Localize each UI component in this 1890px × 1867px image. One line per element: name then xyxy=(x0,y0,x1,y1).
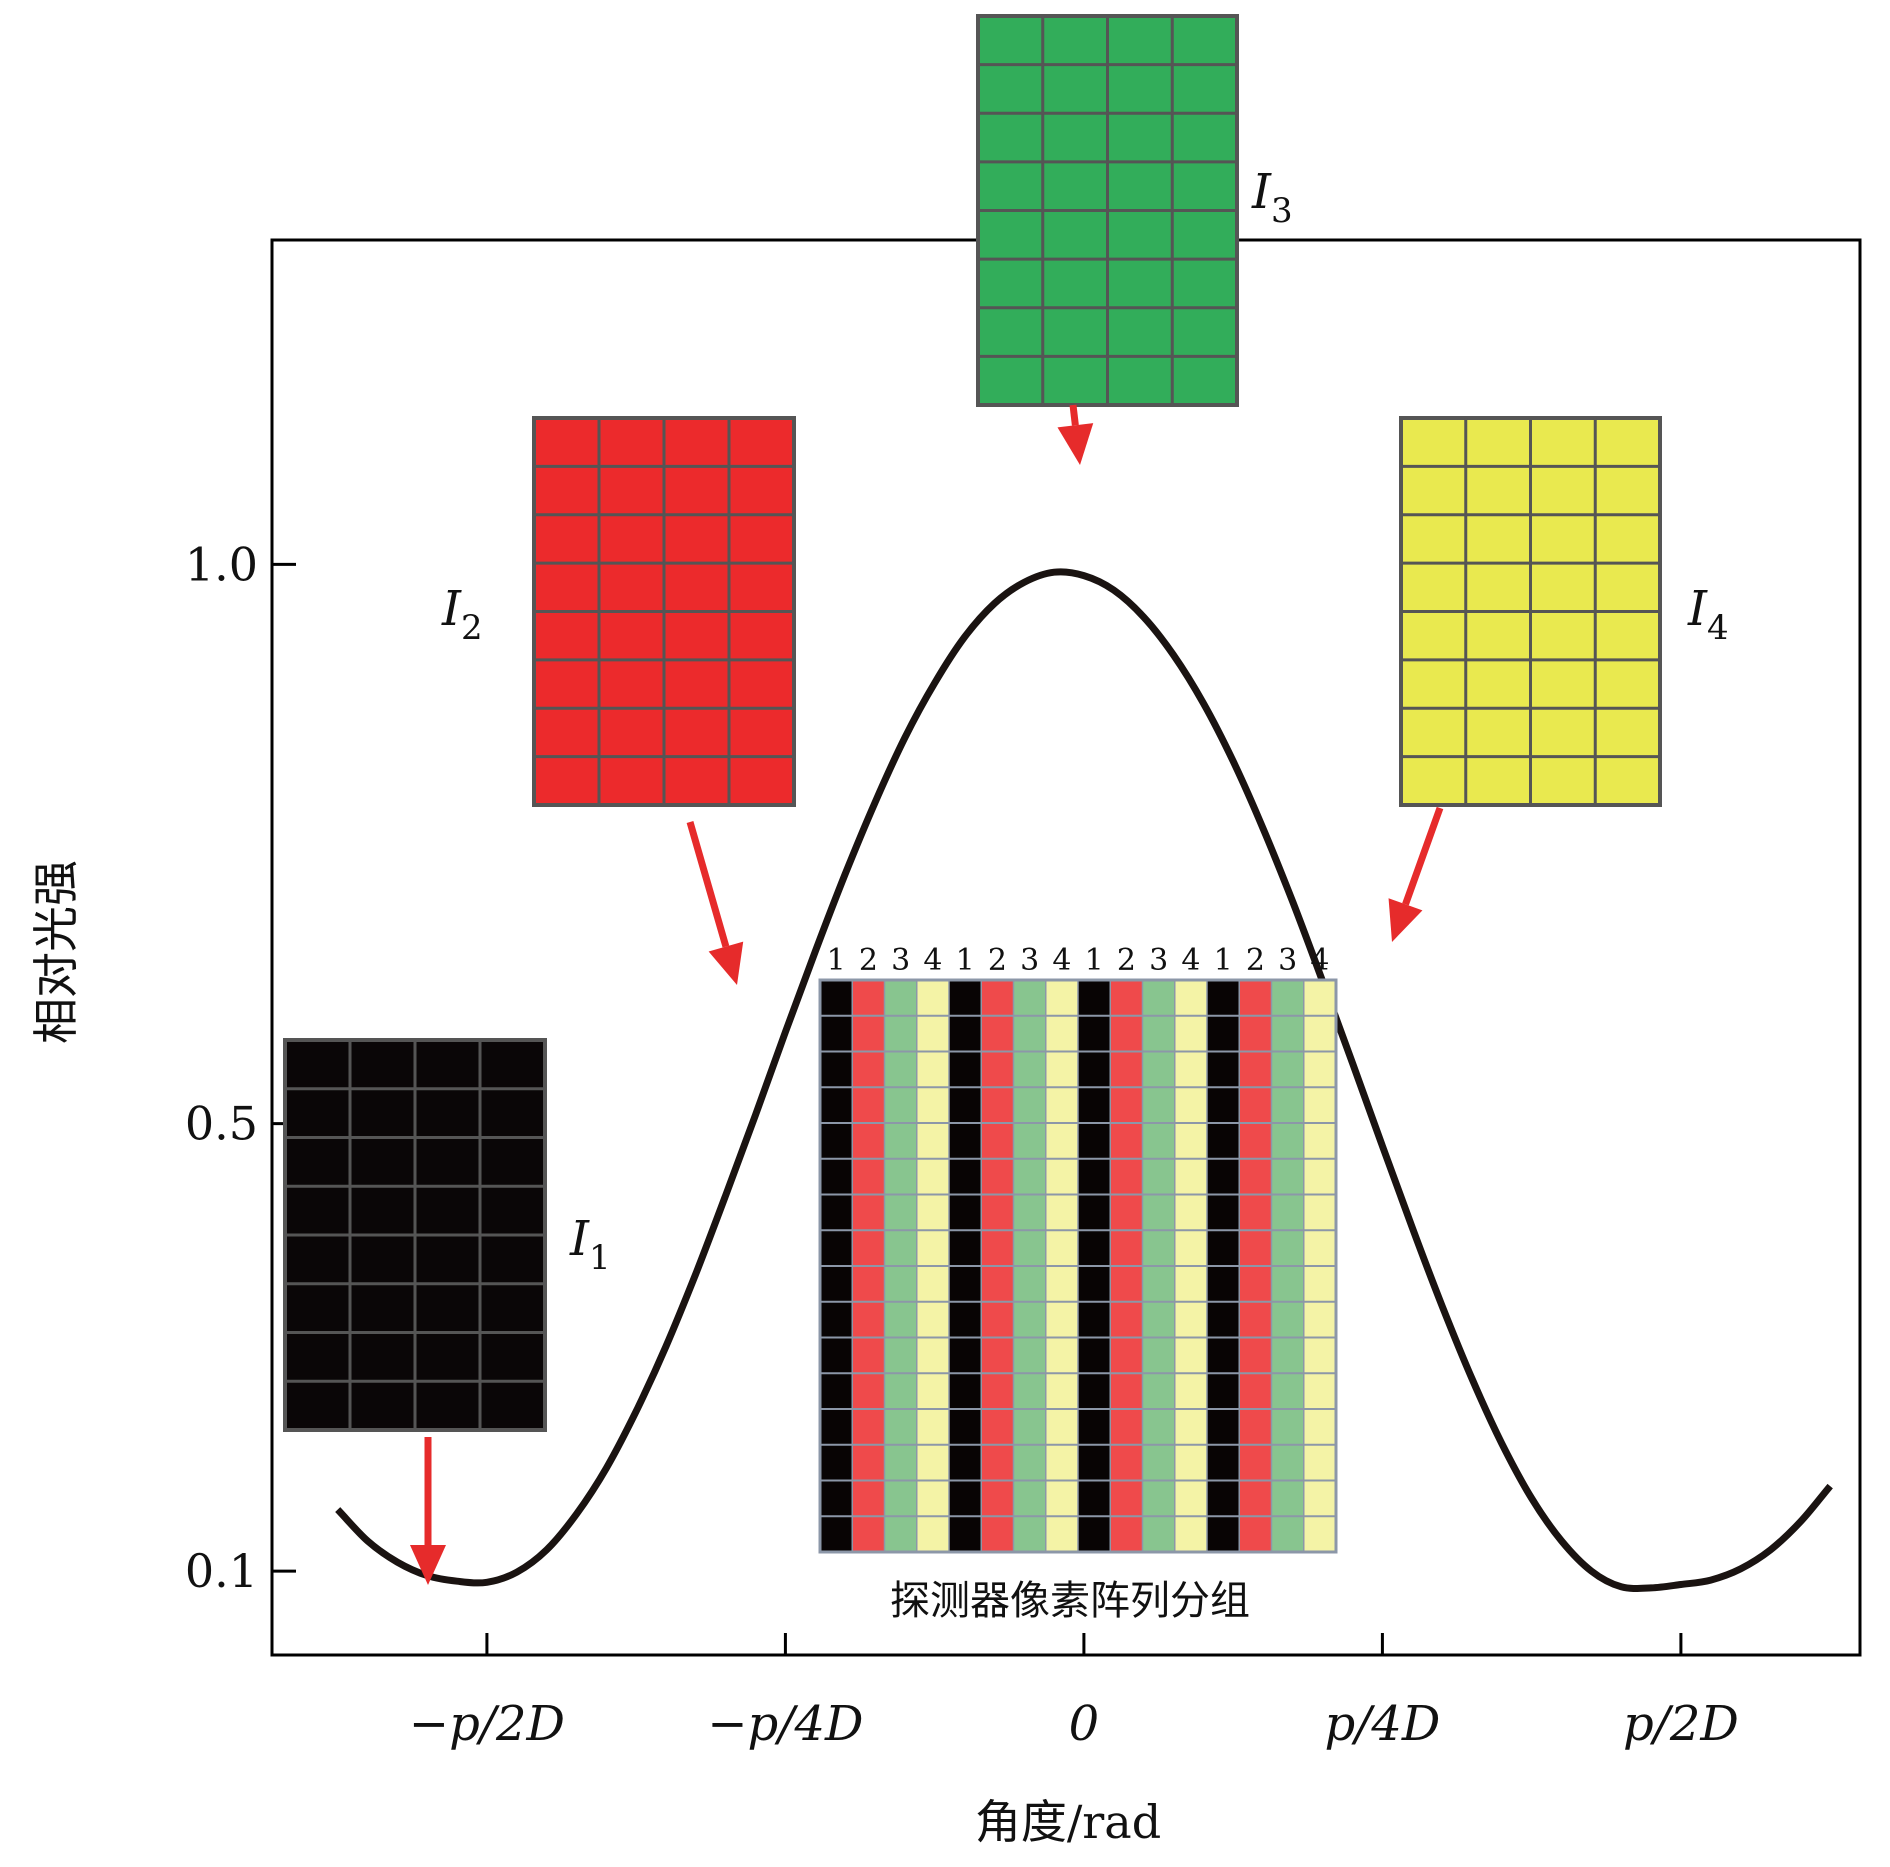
arrow xyxy=(410,1437,446,1585)
arrow-shaft xyxy=(1402,806,1444,906)
x-tick-label: −p/2D xyxy=(409,1696,565,1752)
inset-column-label: 3 xyxy=(1020,943,1039,978)
inset-column-label: 3 xyxy=(1278,943,1297,978)
x-tick-label: p/2D xyxy=(1623,1696,1739,1752)
arrows xyxy=(410,404,1444,1585)
curve-group xyxy=(335,568,1833,1593)
arrow-head xyxy=(708,941,744,985)
inset-column-label: 1 xyxy=(1085,943,1104,978)
arrow-head xyxy=(410,1545,446,1585)
y-tick-label: 0.1 xyxy=(185,1544,258,1598)
inset-column-label: 2 xyxy=(1246,943,1265,978)
inset-column-label: 4 xyxy=(923,943,942,978)
y-axis-label: 相对光强 xyxy=(29,860,83,1044)
pixel-blocks: I1 I2 I3 I4 xyxy=(283,14,1729,1432)
arrow-head xyxy=(1057,423,1094,465)
inset-border xyxy=(818,978,1338,1554)
y-tick-label: 0.5 xyxy=(185,1097,258,1151)
arrow-head xyxy=(1388,898,1423,942)
inset-column-label: 1 xyxy=(827,943,846,978)
inset-column-label: 2 xyxy=(859,943,878,978)
arrow-shaft xyxy=(686,821,730,948)
inset-column-label: 4 xyxy=(1181,943,1200,978)
arrow xyxy=(1388,806,1444,942)
pixel-block-4 xyxy=(1399,416,1662,807)
inset-column-label: 3 xyxy=(1149,943,1168,978)
inset-caption: 探测器像素阵列分组 xyxy=(890,1578,1250,1624)
intensity-label-subscript: 4 xyxy=(1707,608,1729,648)
pixel-block-2 xyxy=(532,416,796,807)
inset-column-label: 4 xyxy=(1310,943,1329,978)
inset-column-label: 2 xyxy=(988,943,1007,978)
intensity-label-subscript: 3 xyxy=(1271,191,1293,231)
x-axis-label: 角度/rad xyxy=(975,1795,1161,1849)
intensity-curve xyxy=(335,568,1833,1593)
intensity-label-3: I3 xyxy=(1251,164,1293,231)
intensity-label-1: I1 xyxy=(569,1211,611,1278)
axes: 1.0 0.5 0.1 −p/2D −p/4D 0 p/4D p/2D xyxy=(185,238,1862,1752)
intensity-label-subscript: 2 xyxy=(461,608,483,648)
pixel-block-1 xyxy=(283,1038,547,1432)
x-tick-label: 0 xyxy=(1069,1696,1100,1752)
inset-column-label: 1 xyxy=(956,943,975,978)
y-tick-label: 1.0 xyxy=(185,537,258,591)
arrow xyxy=(686,821,744,985)
x-tick-label: p/4D xyxy=(1324,1696,1440,1752)
inset-column-label: 2 xyxy=(1117,943,1136,978)
intensity-label-2: I2 xyxy=(441,581,483,648)
inset-column-label: 4 xyxy=(1052,943,1071,978)
x-tick-label: −p/4D xyxy=(707,1696,863,1752)
arrow xyxy=(1057,404,1094,465)
inset-column-label: 1 xyxy=(1214,943,1233,978)
inset-column-label: 3 xyxy=(891,943,910,978)
labels: 相对光强 角度/rad 探测器像素阵列分组 xyxy=(29,860,1250,1849)
intensity-label-subscript: 1 xyxy=(589,1238,611,1278)
intensity-label-4: I4 xyxy=(1687,581,1729,648)
pixel-block-3 xyxy=(976,14,1239,407)
arrow-shaft xyxy=(1069,404,1079,426)
